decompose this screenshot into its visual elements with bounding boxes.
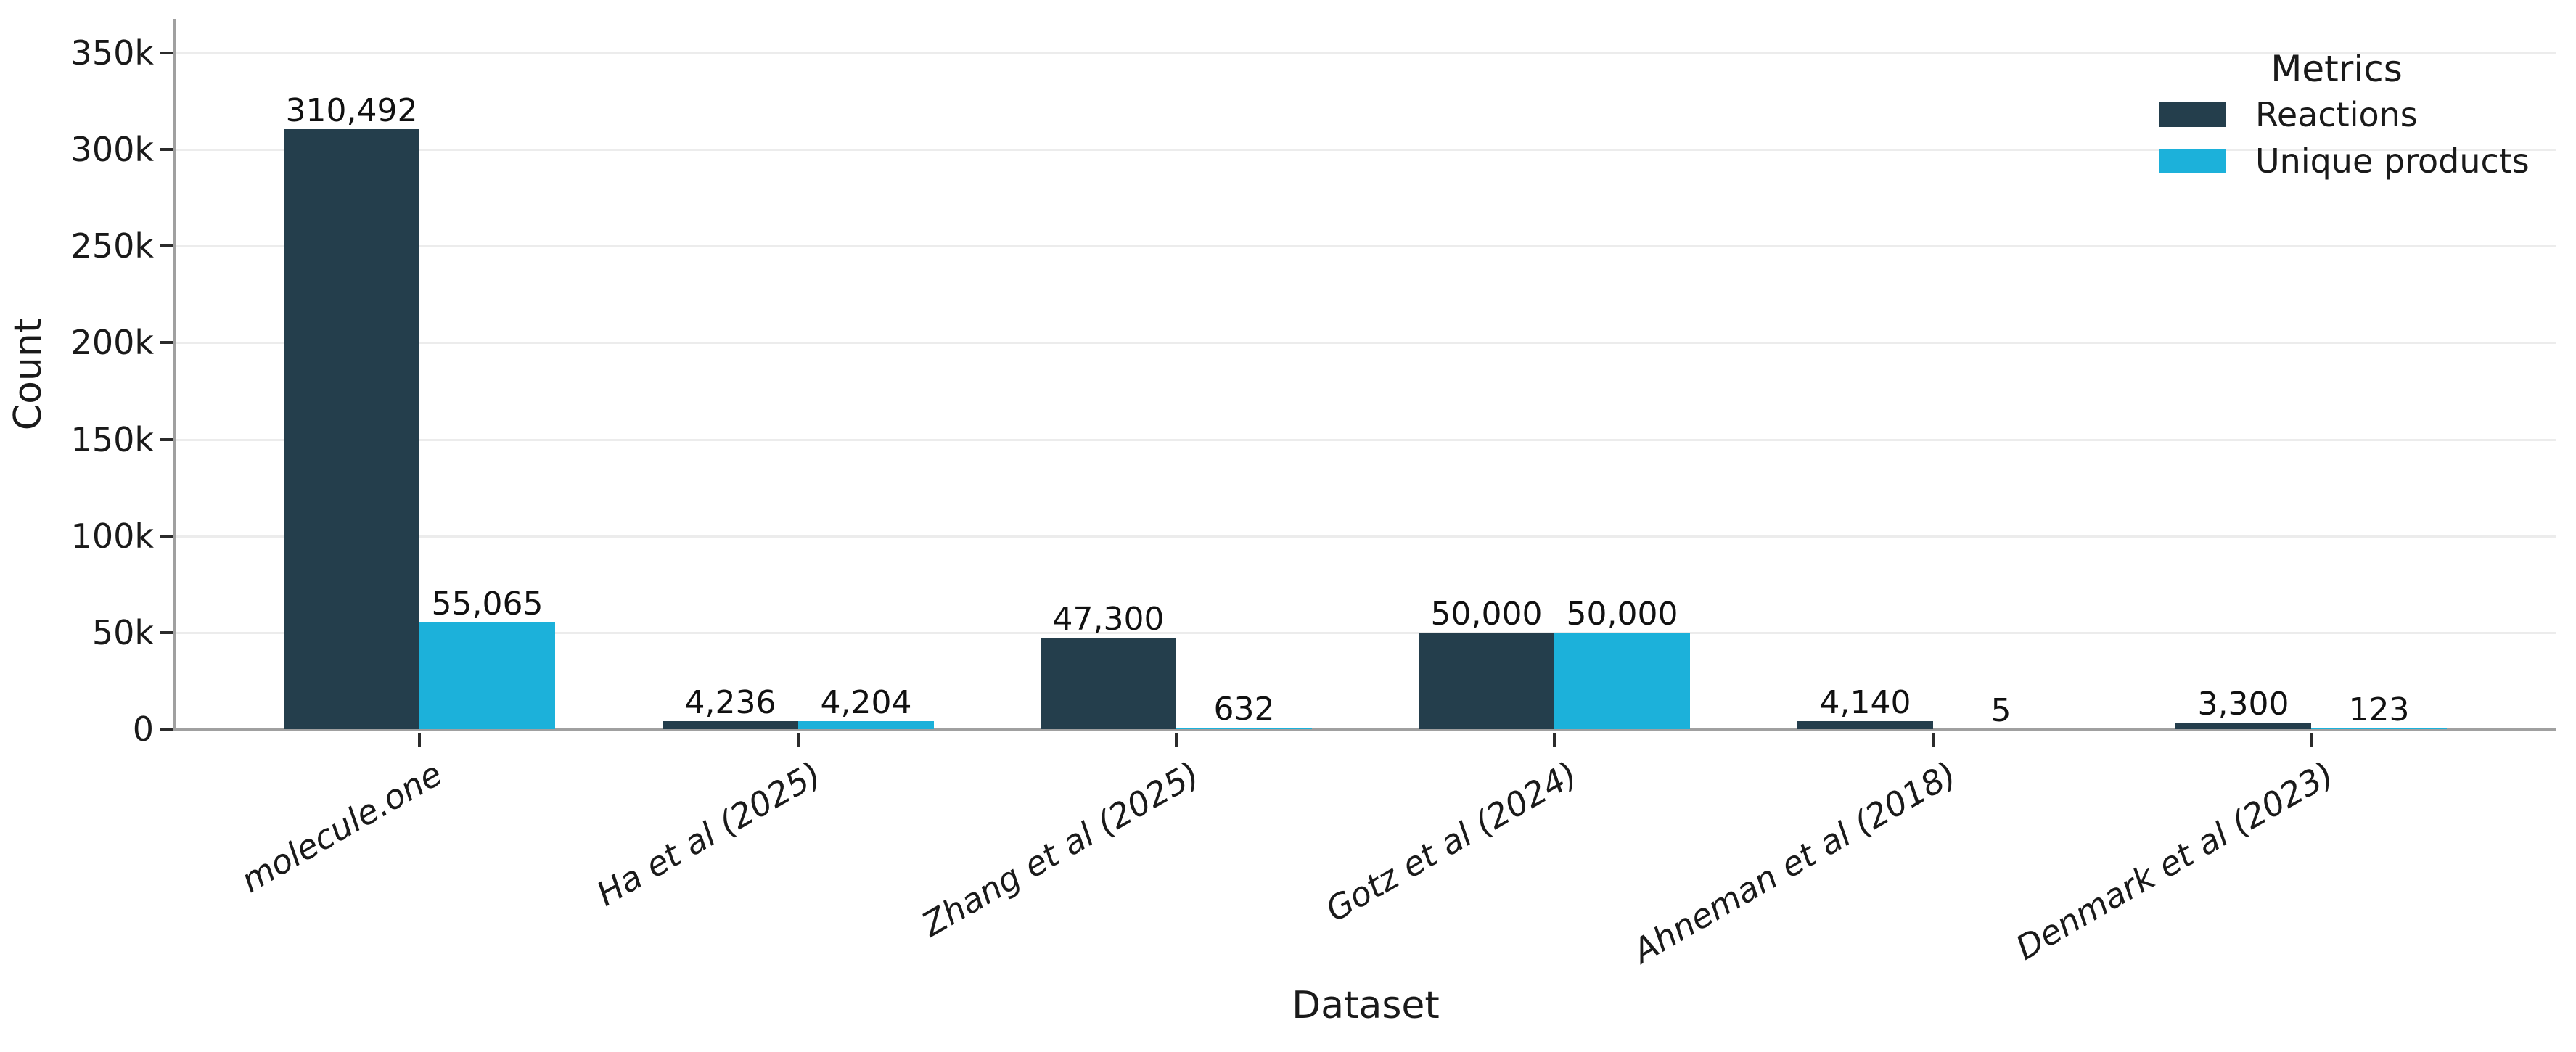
- bar-reactions-gotz-et-al-2024: [1419, 632, 1554, 729]
- bar-reactions-ha-et-al-2025: [663, 720, 798, 729]
- value-label-unique-products-ahneman-et-al-2018: 5: [1990, 691, 2011, 729]
- y-tick-300k: [160, 148, 173, 152]
- gridline-250k: [176, 245, 2556, 248]
- x-label-denmark-et-al-2023: Denmark et al (2023): [2009, 754, 2341, 968]
- gridline-100k: [176, 535, 2556, 538]
- x-tick-ahneman-et-al-2018: [1932, 733, 1935, 747]
- legend-label-reactions: Reactions: [2255, 95, 2418, 134]
- bar-unique-products-molecule-one: [419, 622, 555, 729]
- bar-reactions-denmark-et-al-2023: [2175, 723, 2311, 729]
- legend: Metrics Reactions Unique products: [2141, 46, 2532, 184]
- y-tick-200k: [160, 341, 173, 345]
- value-label-reactions-denmark-et-al-2023: 3,300: [2197, 686, 2289, 723]
- x-label-molecule-one: molecule.one: [234, 754, 449, 900]
- legend-label-unique-products: Unique products: [2255, 141, 2530, 181]
- value-label-unique-products-ha-et-al-2025: 4,204: [820, 683, 912, 721]
- value-label-unique-products-gotz-et-al-2024: 50,000: [1566, 595, 1678, 633]
- value-label-reactions-zhang-et-al-2025: 47,300: [1052, 601, 1165, 638]
- y-tick-100k: [160, 534, 173, 538]
- value-label-unique-products-molecule-one: 55,065: [431, 585, 543, 623]
- legend-title: Metrics: [2271, 48, 2403, 90]
- value-label-unique-products-zhang-et-al-2025: 632: [1213, 691, 1275, 728]
- value-label-reactions-ahneman-et-al-2018: 4,140: [1819, 683, 1911, 721]
- y-tick-label-250k: 250k: [70, 226, 154, 266]
- y-tick-label-150k: 150k: [70, 419, 154, 459]
- y-tick-label-350k: 350k: [70, 33, 154, 73]
- bar-reactions-zhang-et-al-2025: [1041, 638, 1176, 729]
- x-label-ahneman-et-al-2018: Ahneman et al (2018): [1625, 754, 1963, 971]
- y-tick-label-0: 0: [132, 710, 154, 749]
- y-tick-label-100k: 100k: [70, 516, 154, 556]
- y-tick-label-300k: 300k: [70, 130, 154, 170]
- y-tick-50k: [160, 630, 173, 634]
- legend-item-reactions: Reactions: [2141, 91, 2532, 138]
- x-label-gotz-et-al-2024: Gotz et al (2024): [1318, 754, 1584, 929]
- bar-unique-products-gotz-et-al-2024: [1554, 632, 1690, 729]
- x-tick-denmark-et-al-2023: [2310, 733, 2313, 747]
- value-label-unique-products-denmark-et-al-2023: 123: [2348, 691, 2410, 728]
- bar-unique-products-zhang-et-al-2025: [1176, 728, 1312, 729]
- gridline-350k: [176, 52, 2556, 54]
- gridline-300k: [176, 149, 2556, 152]
- value-label-reactions-gotz-et-al-2024: 50,000: [1430, 595, 1543, 633]
- bar-reactions-molecule-one: [284, 129, 419, 729]
- x-axis-title: Dataset: [1292, 984, 1440, 1027]
- legend-item-unique-products: Unique products: [2141, 138, 2532, 184]
- y-axis-line: [173, 19, 176, 731]
- gridline-200k: [176, 342, 2556, 345]
- x-label-ha-et-al-2025: Ha et al (2025): [590, 754, 828, 914]
- bar-unique-products-denmark-et-al-2023: [2311, 728, 2447, 729]
- value-label-reactions-ha-et-al-2025: 4,236: [684, 683, 776, 721]
- y-tick-350k: [160, 52, 173, 54]
- unique-products-swatch-icon: [2159, 149, 2226, 173]
- x-tick-zhang-et-al-2025: [1175, 733, 1178, 747]
- x-tick-molecule-one: [418, 733, 421, 747]
- x-tick-gotz-et-al-2024: [1553, 733, 1556, 747]
- y-tick-0: [160, 728, 173, 731]
- y-tick-label-200k: 200k: [70, 323, 154, 363]
- bar-unique-products-ha-et-al-2025: [798, 720, 934, 729]
- x-tick-ha-et-al-2025: [797, 733, 800, 747]
- gridline-50k: [176, 631, 2556, 634]
- reactions-swatch-icon: [2159, 102, 2226, 127]
- y-tick-label-50k: 50k: [91, 612, 154, 652]
- value-label-reactions-molecule-one: 310,492: [285, 92, 418, 130]
- y-tick-150k: [160, 437, 173, 441]
- gridline-150k: [176, 438, 2556, 441]
- bar-reactions-ahneman-et-al-2018: [1797, 720, 1933, 729]
- y-axis-title: Count: [7, 318, 50, 431]
- x-label-zhang-et-al-2025: Zhang et al (2025): [914, 754, 1206, 945]
- x-axis-line: [174, 728, 2556, 731]
- y-tick-250k: [160, 244, 173, 248]
